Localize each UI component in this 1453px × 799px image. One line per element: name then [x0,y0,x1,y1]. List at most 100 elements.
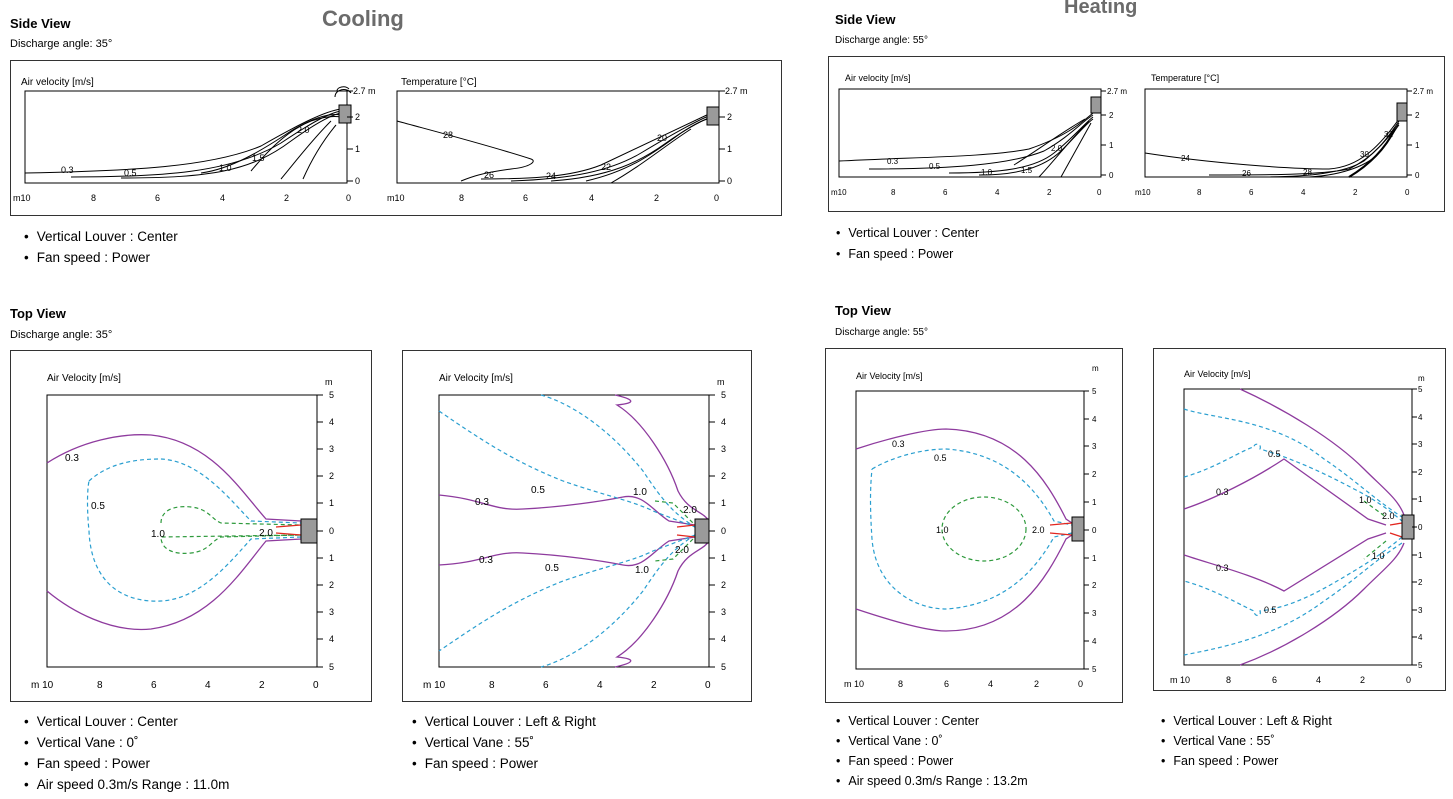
svg-text:1: 1 [355,144,360,154]
cooling-top-lr-label-7: 2.0 [675,545,689,556]
heating-top-lr-label-6: 0.3 [1216,563,1229,573]
svg-text:2: 2 [721,580,726,590]
svg-text:2: 2 [1109,111,1114,120]
svg-text:0: 0 [355,176,360,186]
svg-text:2: 2 [329,580,334,590]
heating-top-center-x-axis: m 10 8 6 4 2 0 [844,679,1083,689]
cooling-side-temp-y-axis: 2.7 m 2 1 0 [719,86,748,186]
svg-text:m: m [1418,374,1425,383]
cooling-top-lr-notes: Vertical Louver : Left & Right Vertical … [412,711,596,774]
svg-text:1: 1 [329,553,334,563]
cooling-side-vel-label-5: 2.0 [297,125,310,135]
svg-text:4: 4 [329,417,334,427]
svg-text:2: 2 [329,471,334,481]
svg-text:1: 1 [1092,498,1097,507]
svg-text:8: 8 [1197,188,1202,197]
cooling-top-center-label-2: 0.5 [91,501,105,512]
cooling-top-center-note-4: Air speed 0.3m/s Range : 11.0m [24,774,230,795]
heating-top-center-label-3: 1.0 [936,525,949,535]
svg-text:2: 2 [727,112,732,122]
svg-text:0: 0 [727,176,732,186]
heating-top-lr-note-1: Vertical Louver : Left & Right [1161,711,1331,731]
cooling-title: Cooling [322,6,404,31]
svg-text:0: 0 [721,526,726,536]
cooling-side-vel-label-4: 1.5 [252,153,265,163]
cooling-top-center-note-2: Vertical Vane : 0˚ [24,732,229,753]
svg-text:0: 0 [1415,171,1420,180]
svg-text:6: 6 [1249,188,1254,197]
heating-top-angle: Discharge angle: 55° [835,327,928,338]
heating-side-note-2: Fan speed : Power [836,244,979,265]
svg-text:m 10: m 10 [31,680,54,691]
svg-text:5: 5 [1418,385,1423,394]
heating-top-lr-label-7: 0.5 [1264,605,1277,615]
heating-side-temp-label-2: 26 [1242,169,1251,178]
svg-text:m: m [717,377,725,387]
heating-top-lr-title: Air Velocity [m/s] [1184,369,1251,379]
svg-text:0: 0 [329,526,334,536]
cooling-side-panel: Air velocity [m/s] 0.3 0.5 1.0 1.5 2.0 2… [10,60,782,216]
heating-top-center-note-2: Vertical Vane : 0˚ [836,731,1028,751]
svg-text:m10: m10 [13,193,31,203]
cooling-side-temp-label-3: 24 [546,171,556,181]
svg-text:8: 8 [489,680,495,691]
svg-text:m10: m10 [831,188,847,197]
svg-text:6: 6 [943,188,948,197]
svg-text:2: 2 [1092,581,1097,590]
svg-text:8: 8 [97,680,103,691]
cooling-side-temp-title: Temperature [°C] [401,77,477,88]
svg-text:0: 0 [1405,188,1410,197]
heating-side-vel-label-3: 1.0 [981,168,993,177]
svg-text:2.7 m: 2.7 m [353,86,376,96]
svg-text:5: 5 [329,662,334,672]
svg-text:4: 4 [589,193,594,203]
svg-text:2: 2 [654,193,659,203]
svg-text:0: 0 [1406,675,1411,685]
heating-side-vel-label-5: 2.0 [1051,144,1063,153]
cooling-side-vel-label-1: 0.3 [61,165,74,175]
heating-side-vel-x-axis: m10 8 6 4 2 0 [831,188,1102,197]
cooling-side-vel-label-3: 1.0 [219,163,232,173]
svg-text:0: 0 [1078,679,1083,689]
heating-top-center-title: Air Velocity [m/s] [856,371,923,381]
heating-side-temp-label-5: 32 [1384,130,1393,139]
svg-text:2: 2 [259,680,265,691]
cooling-top-lr-label-5: 0.3 [479,555,493,566]
svg-text:1: 1 [1415,141,1420,150]
cooling-top-center-label-4: 2.0 [259,528,273,539]
cooling-side-temp-label-2: 26 [484,170,494,180]
svg-text:3: 3 [1092,442,1097,451]
svg-text:1: 1 [727,144,732,154]
svg-text:8: 8 [459,193,464,203]
cooling-top-panel-center: Air Velocity [m/s] 0.3 0.5 1.0 2.0 m 5 4… [10,350,372,702]
cooling-top-lr-note-3: Fan speed : Power [412,753,596,774]
svg-text:4: 4 [1418,413,1423,422]
heating-top-lr-notes: Vertical Louver : Left & Right Vertical … [1161,711,1331,771]
cooling-top-lr-label-3: 2.0 [683,505,697,516]
svg-text:5: 5 [1418,661,1423,670]
heating-side-temp-x-axis: m10 8 6 4 2 0 [1135,188,1410,197]
cooling-side-vel-y-axis: 2.7 m 2 1 0 [347,86,376,186]
heating-top-center-note-4: Air speed 0.3m/s Range : 13.2m [836,771,1027,791]
cooling-top-lr-label-2: 1.0 [633,487,647,498]
cooling-top-center-diagram: Air Velocity [m/s] 0.3 0.5 1.0 2.0 m 5 4… [31,373,334,691]
cooling-top-heading: Top View [10,306,66,321]
svg-text:1: 1 [329,498,334,508]
cooling-side-temp-label-1: 28 [443,130,453,140]
cooling-side-note-1: Vertical Louver : Center [24,226,178,247]
cooling-top-center-title: Air Velocity [m/s] [47,373,121,384]
heating-side-angle: Discharge angle: 55° [835,35,928,46]
svg-text:4: 4 [721,634,726,644]
svg-text:0: 0 [1097,188,1102,197]
svg-text:5: 5 [721,662,726,672]
svg-text:2: 2 [1353,188,1358,197]
heating-title: Heating [1064,0,1138,18]
svg-text:0: 0 [1109,171,1114,180]
svg-text:8: 8 [891,188,896,197]
svg-text:3: 3 [721,607,726,617]
heating-top-center-note-1: Vertical Louver : Center [836,711,1028,731]
cooling-top-lr-y-axis: m 5 4 3 2 1 0 1 2 3 4 5 [709,377,726,672]
cooling-top-center-x-axis: m 10 8 6 4 2 0 [31,680,319,691]
cooling-top-center-note-1: Vertical Louver : Center [24,711,229,732]
heating-top-panel-center: Air Velocity [m/s] 0.3 0.5 1.0 2.0 m 5 4… [825,348,1123,703]
